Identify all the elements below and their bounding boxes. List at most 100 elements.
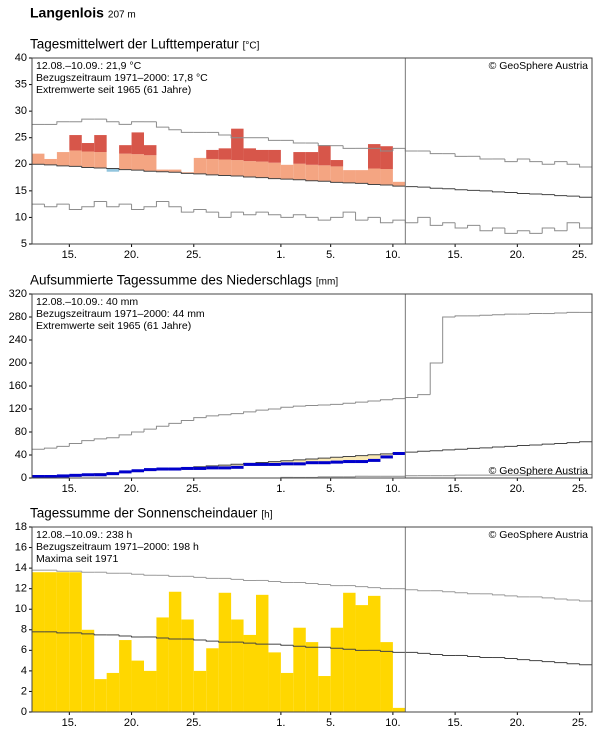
- step-line: [516, 230, 530, 234]
- step-line: [193, 208, 207, 213]
- bar: [268, 652, 281, 712]
- step-line: [379, 587, 393, 590]
- y-tick-label: 200: [9, 357, 27, 369]
- bar: [44, 572, 57, 712]
- step-line: [168, 422, 182, 427]
- bar: [355, 605, 368, 712]
- step-line: [292, 214, 306, 218]
- x-tick-label: 15.: [447, 717, 462, 729]
- step-line: [143, 206, 157, 210]
- step-line: [491, 190, 505, 193]
- step-line: [280, 644, 294, 646]
- step-line: [367, 183, 381, 185]
- panel-unit: [h]: [261, 510, 272, 521]
- temp-bar-high: [69, 135, 82, 151]
- step-line: [429, 362, 443, 395]
- y-tick-label: 2: [21, 685, 27, 697]
- step-line: [504, 594, 518, 597]
- step-line: [355, 455, 368, 457]
- step-line: [317, 457, 331, 460]
- step-line: [243, 212, 256, 216]
- step-line: [193, 639, 207, 641]
- precip-observed: [380, 455, 393, 459]
- step-line: [454, 153, 468, 157]
- step-line: [529, 158, 543, 163]
- copyright: © GeoSphere Austria: [489, 60, 589, 72]
- step-line: [467, 592, 480, 595]
- temp-bar: [56, 152, 70, 166]
- step-line: [417, 186, 431, 188]
- step-line: [193, 173, 207, 175]
- temp-bar-high: [218, 148, 232, 160]
- temp-bar-high: [131, 132, 144, 155]
- step-line: [292, 140, 306, 144]
- step-line: [442, 188, 456, 190]
- step-line: [280, 581, 294, 583]
- bar: [206, 648, 219, 712]
- step-line: [566, 161, 580, 165]
- step-line: [579, 222, 592, 229]
- step-line: [491, 593, 505, 596]
- bar: [94, 679, 107, 712]
- step-line: [392, 651, 406, 653]
- annotation: Bezugszeitraum 1971–2000: 44 mm: [36, 308, 205, 320]
- step-line: [529, 474, 543, 476]
- step-line: [442, 449, 456, 451]
- step-line: [330, 456, 344, 459]
- step-line: [131, 573, 144, 575]
- step-line: [367, 454, 381, 456]
- step-line: [280, 214, 294, 218]
- deficit-area: [368, 454, 381, 462]
- step-line: [43, 164, 57, 166]
- bar: [256, 594, 269, 712]
- x-tick-label: 20.: [124, 249, 139, 261]
- step-line: [429, 187, 443, 189]
- x-tick-label: 15.: [62, 483, 77, 495]
- temp-bar-high: [318, 145, 331, 166]
- step-line: [417, 450, 431, 453]
- step-line: [205, 465, 219, 467]
- bar: [231, 619, 244, 712]
- y-tick-label: 20: [15, 158, 27, 170]
- step-line: [429, 653, 443, 655]
- plot-content: [32, 118, 592, 234]
- bar: [368, 595, 381, 712]
- step-line: [180, 172, 194, 174]
- step-line: [292, 459, 306, 461]
- deficit-area: [330, 457, 344, 464]
- step-line: [118, 203, 132, 207]
- precip-observed: [218, 466, 232, 470]
- step-line: [330, 181, 344, 183]
- copyright: © GeoSphere Austria: [489, 529, 589, 541]
- step-line: [454, 474, 468, 476]
- x-tick-label: 1.: [276, 483, 285, 495]
- x-tick-label: 20.: [124, 717, 139, 729]
- step-line: [267, 137, 281, 141]
- temp-bar-low: [106, 168, 120, 172]
- x-tick-label: 15.: [447, 249, 462, 261]
- y-tick-label: 80: [15, 426, 27, 438]
- step-line: [81, 571, 95, 573]
- temp-bar: [193, 157, 207, 174]
- step-line: [68, 204, 82, 210]
- step-line: [230, 463, 244, 466]
- step-line: [491, 446, 505, 448]
- deficit-area: [343, 456, 356, 464]
- step-line: [554, 194, 568, 197]
- step-line: [541, 596, 555, 599]
- step-line: [43, 447, 57, 450]
- step-line: [579, 441, 592, 443]
- step-line: [330, 216, 344, 221]
- y-tick-label: 15: [15, 185, 27, 197]
- y-tick-label: 4: [21, 665, 27, 677]
- precip-observed: [318, 461, 331, 465]
- y-tick-label: 0: [21, 472, 27, 484]
- station-name: Langenlois: [30, 5, 104, 21]
- step-line: [342, 648, 356, 650]
- step-line: [267, 580, 281, 582]
- step-line: [118, 121, 132, 125]
- step-line: [81, 632, 95, 635]
- step-line: [305, 214, 319, 218]
- step-line: [205, 415, 219, 418]
- step-line: [106, 168, 120, 170]
